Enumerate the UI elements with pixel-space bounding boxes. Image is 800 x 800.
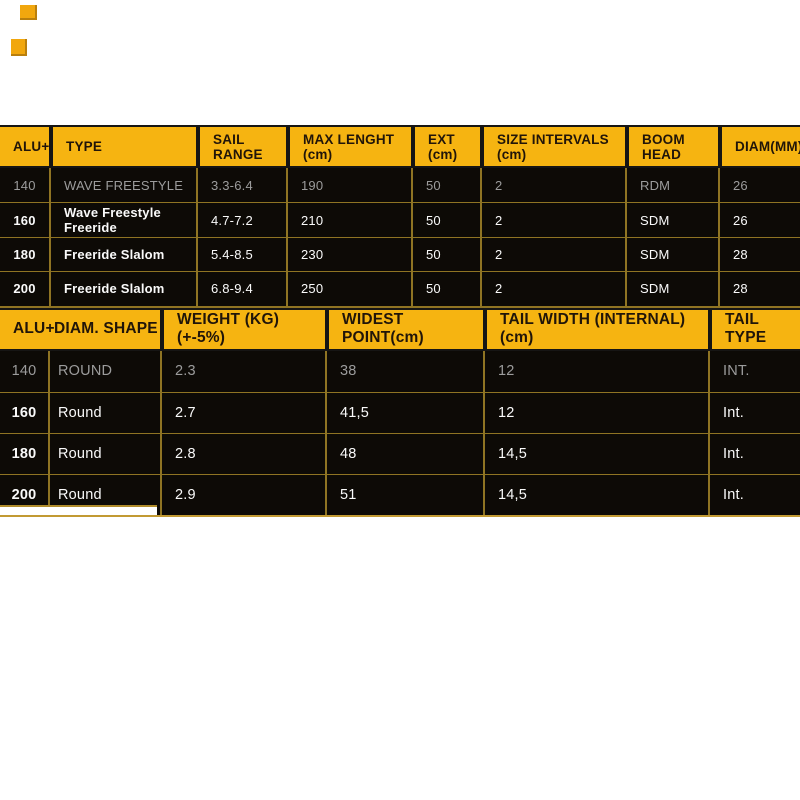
table-cell: 3.3-6.4 — [196, 168, 286, 203]
header-cell: SAIL RANGE — [196, 127, 286, 166]
table1-row-180: 180 Freeride Slalom 5.4-8.5 230 50 2 SDM… — [0, 236, 800, 272]
table-cell: 41,5 — [325, 392, 483, 433]
table-cell: 14,5 — [483, 433, 708, 474]
table-cell: 140 — [11, 363, 37, 380]
table-cell: 28 — [718, 272, 800, 306]
table-cell: 50 — [411, 203, 480, 237]
table-cell: Int. — [708, 392, 800, 433]
header-cell: MAX LENGHT (cm) — [286, 127, 411, 166]
table-cell: 180 — [13, 246, 36, 262]
table-cell: Freeride Slalom — [49, 272, 196, 306]
table-cell: 12 — [483, 350, 708, 392]
table-cell: 38 — [325, 350, 483, 392]
header-cell: ALU+ — [13, 139, 50, 154]
table2-row-200: 200 Round 2.9 51 14,5 Int. — [0, 473, 800, 515]
table-cell: SDM — [625, 203, 718, 237]
table-cell: 190 — [286, 168, 411, 203]
table-cell: SDM — [625, 272, 718, 306]
table2-row-160: 160 Round 2.7 41,5 12 Int. — [0, 391, 800, 433]
header-cell: EXT (cm) — [411, 127, 480, 166]
table-cell: Wave Freestyle Freeride — [49, 203, 196, 237]
table-cell: 2.9 — [160, 474, 325, 515]
fixed-column-bottom-step — [0, 505, 157, 515]
table-cell: Round — [48, 474, 160, 515]
table-cell: 12 — [483, 392, 708, 433]
table-cell: 4.7-7.2 — [196, 203, 286, 237]
table-cell: Int. — [708, 433, 800, 474]
header-cell: DIAM. SHAPE — [54, 320, 158, 338]
table-cell: 50 — [411, 237, 480, 272]
table2-header-row: ALU+ DIAM. SHAPE WEIGHT (KG) (+-5%) WIDE… — [0, 307, 800, 351]
table-cell: 2 — [480, 237, 625, 272]
header-cell: WIDEST POINT(cm) — [325, 309, 483, 349]
table-cell: 2 — [480, 272, 625, 306]
table1-bottom-border — [0, 305, 800, 308]
table-cell: 28 — [718, 237, 800, 272]
table-cell: 6.8-9.4 — [196, 272, 286, 306]
boom-spec-tables: ALU+ TYPE SAIL RANGE MAX LENGHT (cm) EXT… — [0, 125, 800, 517]
table-cell: Round — [48, 433, 160, 474]
table-cell: 160 — [11, 404, 37, 421]
table2-row-140: 140 ROUND 2.3 38 12 INT. — [0, 350, 800, 392]
table-cell: 2 — [480, 168, 625, 203]
header-cell: TYPE — [49, 127, 196, 166]
decor-square-1 — [20, 5, 37, 20]
table-cell: 14,5 — [483, 474, 708, 515]
header-cell: ALU+ — [13, 320, 55, 338]
table-cell: 50 — [411, 168, 480, 203]
table-cell: Int. — [708, 474, 800, 515]
table2-row-180: 180 Round 2.8 48 14,5 Int. — [0, 432, 800, 474]
table-cell: INT. — [708, 350, 800, 392]
table-cell: 210 — [286, 203, 411, 237]
table-cell: 2 — [480, 203, 625, 237]
table-cell: 51 — [325, 474, 483, 515]
table-cell: 2.7 — [160, 392, 325, 433]
table-cell: SDM — [625, 237, 718, 272]
table1-row-160: 160 Wave Freestyle Freeride 4.7-7.2 210 … — [0, 202, 800, 237]
table2-bottom-border — [0, 514, 800, 517]
table1-header-row: ALU+ TYPE SAIL RANGE MAX LENGHT (cm) EXT… — [0, 127, 800, 168]
table-cell: 26 — [718, 168, 800, 203]
table-cell: 200 — [11, 486, 37, 503]
table-cell: 200 — [13, 281, 36, 297]
table-cell: 140 — [13, 177, 36, 193]
table-cell: 48 — [325, 433, 483, 474]
table-cell: 5.4-8.5 — [196, 237, 286, 272]
table-cell: 50 — [411, 272, 480, 306]
header-cell: TAIL TYPE — [708, 309, 800, 349]
table1-row-140: 140 WAVE FREESTYLE 3.3-6.4 190 50 2 RDM … — [0, 168, 800, 203]
table-cell: RDM — [625, 168, 718, 203]
decor-square-2 — [11, 39, 27, 56]
table-cell: 180 — [11, 445, 37, 462]
table1-top-border — [0, 125, 800, 127]
header-cell: BOOM HEAD — [625, 127, 718, 166]
table1-row-200: 200 Freeride Slalom 6.8-9.4 250 50 2 SDM… — [0, 271, 800, 306]
table-cell: 2.8 — [160, 433, 325, 474]
table-cell: 230 — [286, 237, 411, 272]
table-cell: 250 — [286, 272, 411, 306]
header-cell: DIAM(MM) — [718, 127, 800, 166]
table-cell: ROUND — [48, 350, 160, 392]
table-cell: 2.3 — [160, 350, 325, 392]
table-cell: 26 — [718, 203, 800, 237]
header-cell: WEIGHT (KG) (+-5%) — [160, 309, 325, 349]
header-cell: TAIL WIDTH (INTERNAL) (cm) — [483, 309, 708, 349]
table-cell: WAVE FREESTYLE — [49, 168, 196, 203]
table-cell: Freeride Slalom — [49, 237, 196, 272]
table-cell: 160 — [13, 212, 36, 228]
table-cell: Round — [48, 392, 160, 433]
header-cell: SIZE INTERVALS (cm) — [480, 127, 625, 166]
